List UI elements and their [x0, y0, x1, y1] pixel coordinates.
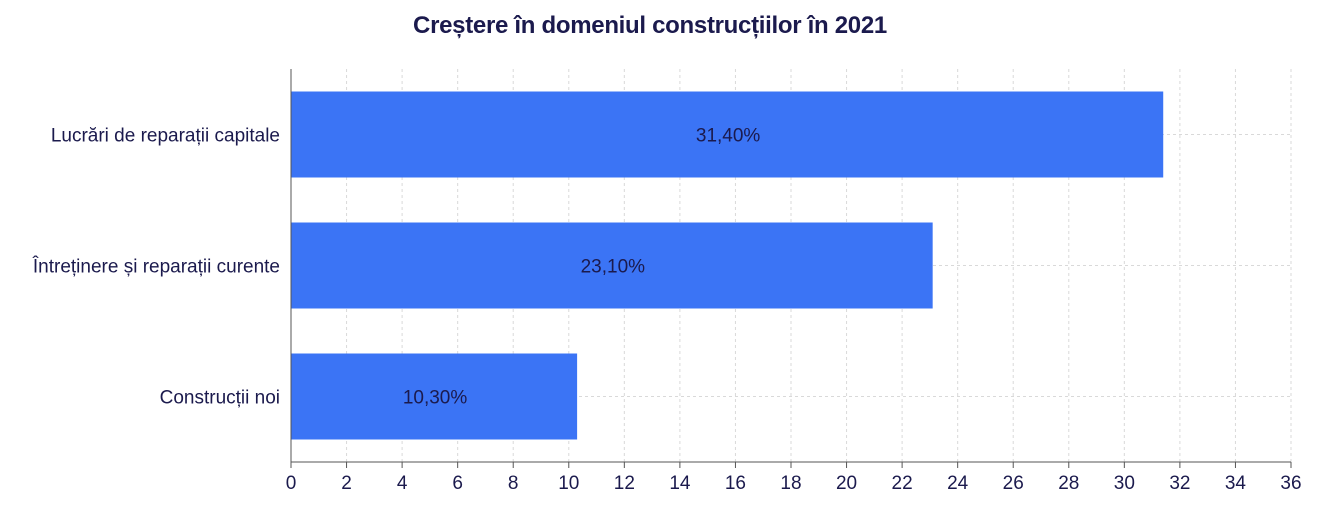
- x-tick-label: 32: [1169, 473, 1190, 494]
- category-label: Întreținere și reparații curente: [32, 256, 280, 278]
- chart-title: Creștere în domeniul construcțiilor în 2…: [413, 12, 887, 39]
- x-tick-label: 16: [725, 473, 746, 494]
- x-tick-label: 14: [669, 473, 691, 494]
- x-tick-label: 18: [780, 473, 801, 494]
- x-tick-label: 6: [452, 473, 463, 494]
- bar: [291, 91, 1164, 178]
- category-label: Construcții noi: [160, 388, 280, 409]
- x-tick-label: 10: [558, 473, 579, 494]
- x-tick-label: 2: [341, 473, 352, 494]
- bar: [291, 222, 933, 309]
- x-tick-label: 22: [892, 473, 913, 494]
- x-tick-label: 26: [1003, 473, 1024, 494]
- bar: [291, 353, 578, 440]
- bars: [291, 91, 1164, 440]
- x-tick-label: 0: [286, 473, 297, 494]
- x-tick-label: 34: [1225, 473, 1247, 494]
- axes: [290, 69, 1292, 468]
- x-tick-label: 12: [614, 473, 635, 494]
- labels: 31,40% Lucrări de reparații capitale 23,10…: [32, 126, 1302, 495]
- x-tick-label: 20: [836, 473, 857, 494]
- x-tick-label: 28: [1058, 473, 1079, 494]
- x-tick-label: 24: [947, 473, 969, 494]
- x-tick-label: 4: [397, 473, 408, 494]
- x-tick-label: 8: [508, 473, 519, 494]
- x-tick-label: 36: [1280, 473, 1301, 494]
- bar-data-label: 23,10%: [581, 257, 646, 278]
- category-label: Lucrări de reparații capitale: [51, 126, 280, 147]
- x-tick-label: 30: [1114, 473, 1135, 494]
- bar-data-label: 31,40%: [696, 126, 761, 147]
- bar-data-label: 10,30%: [403, 388, 468, 409]
